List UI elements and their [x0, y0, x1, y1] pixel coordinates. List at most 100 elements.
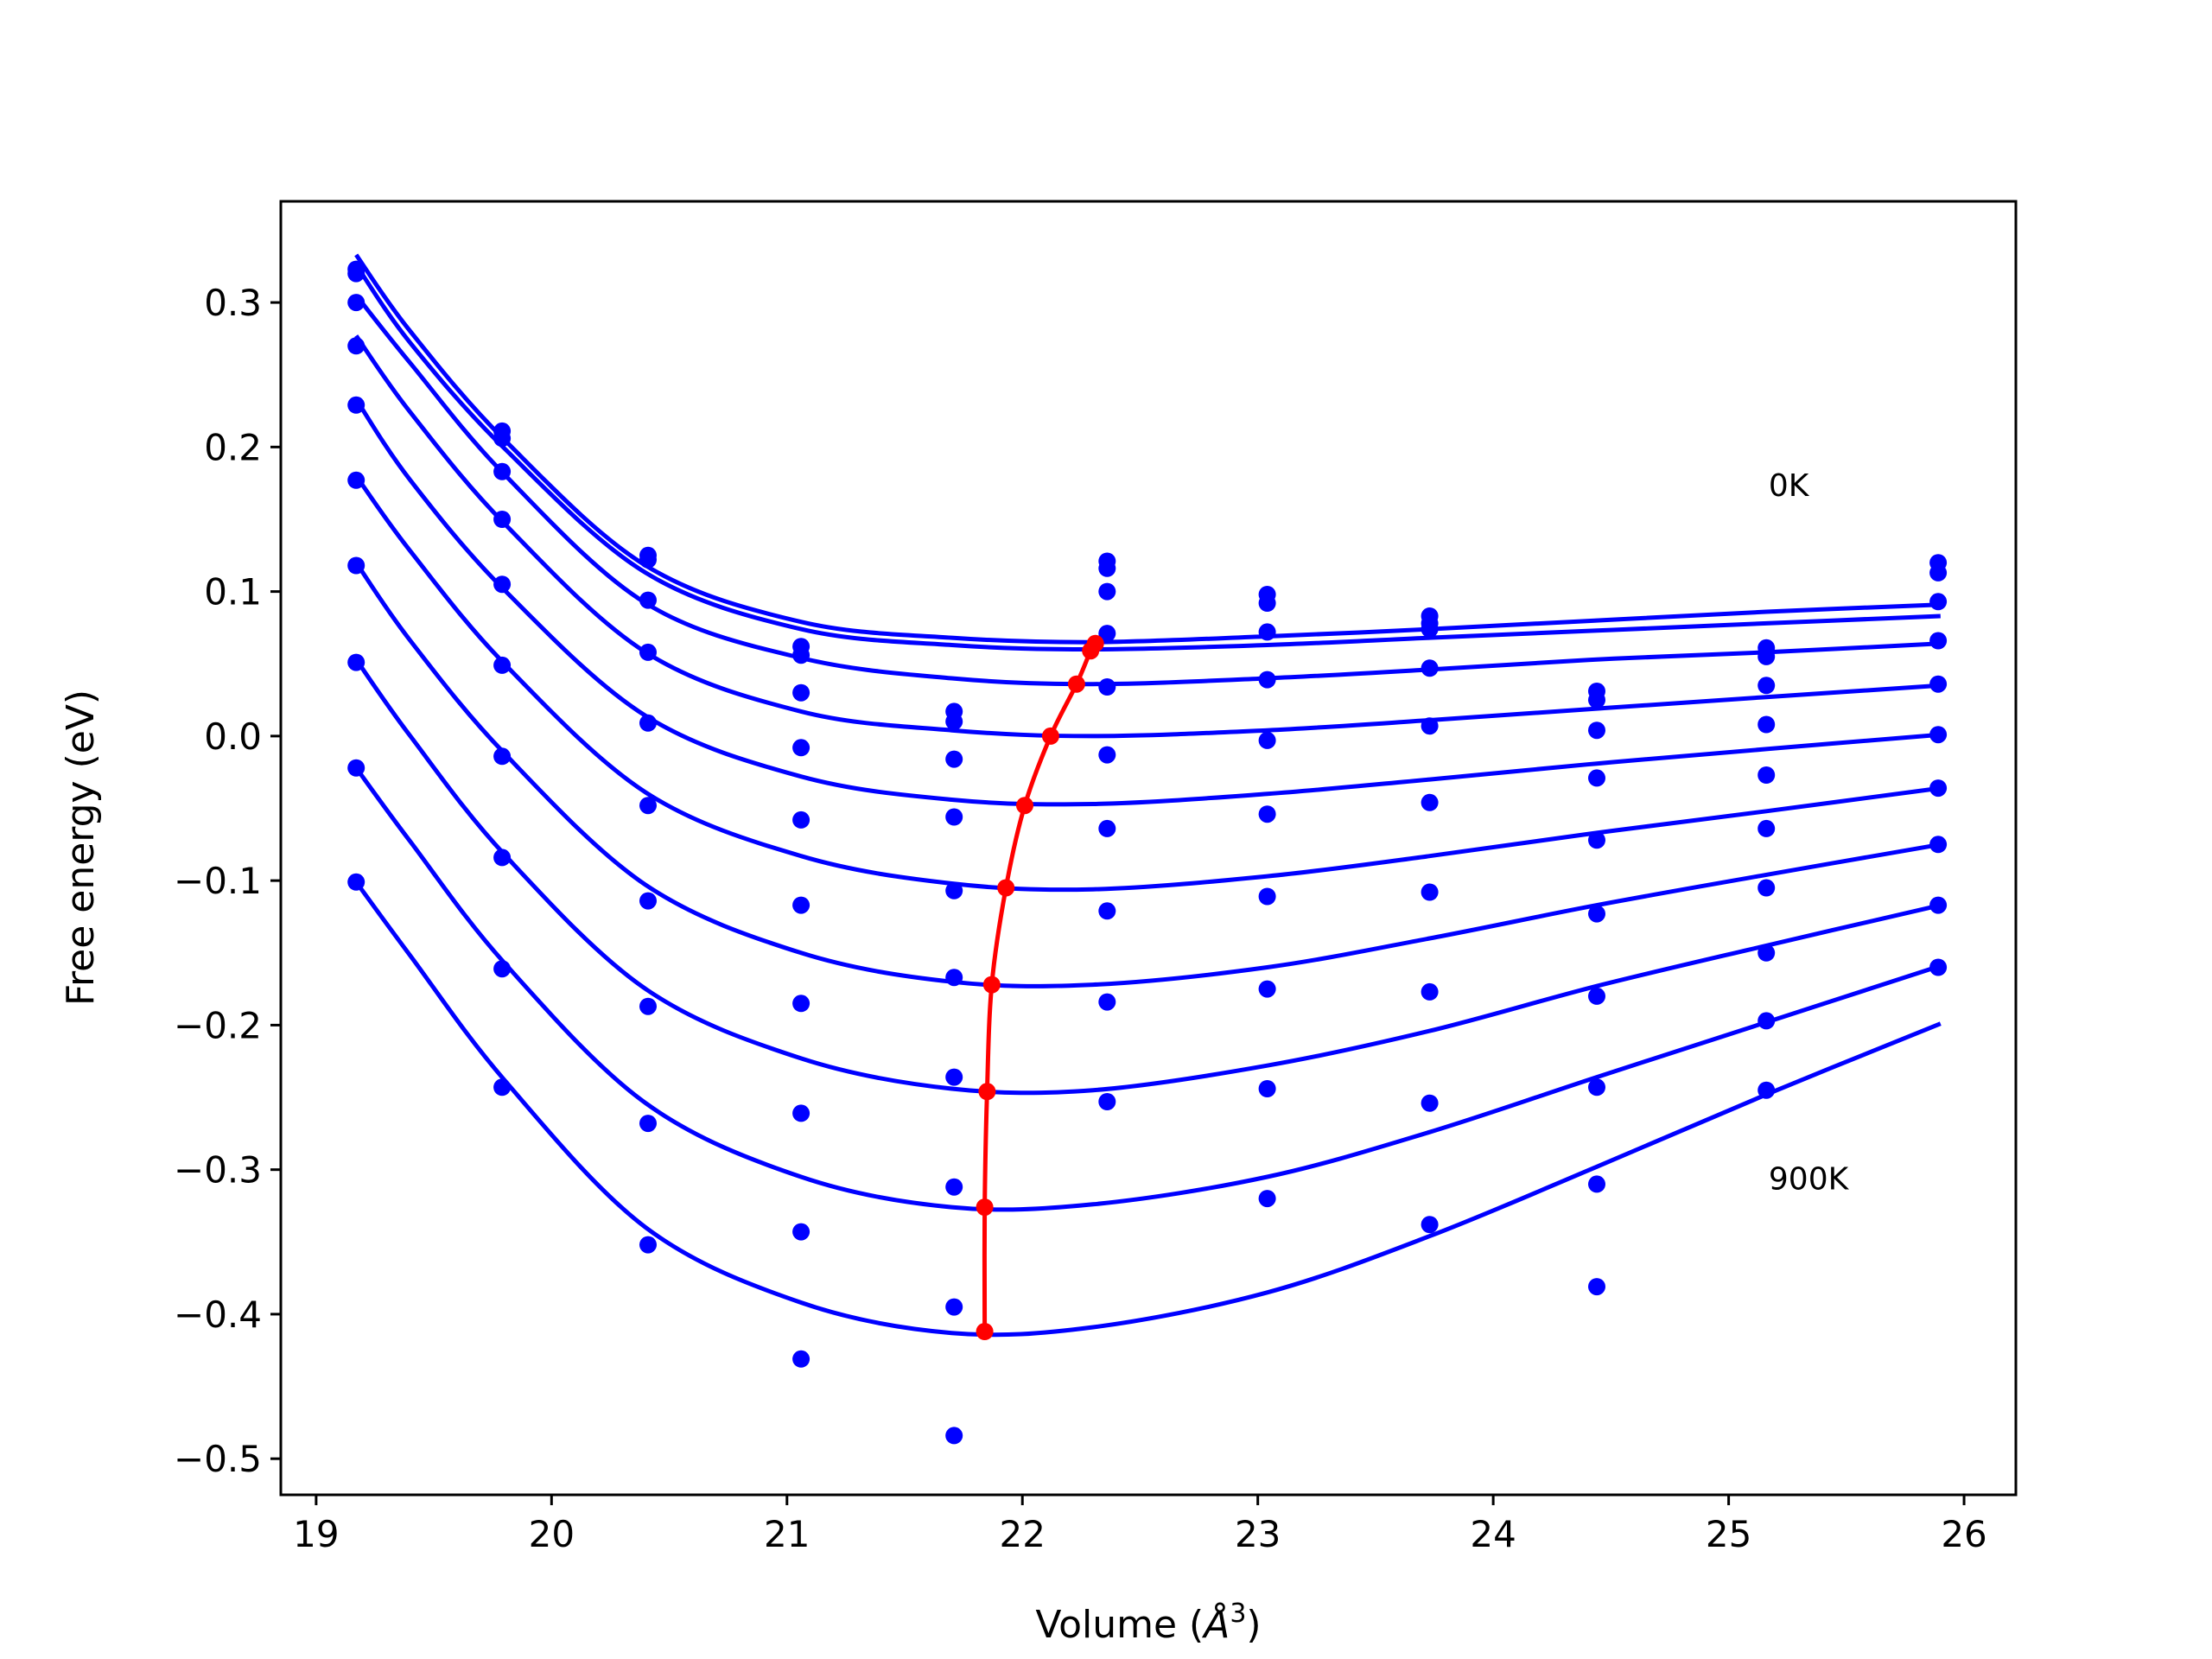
- data-point: [945, 713, 963, 731]
- data-point: [1098, 625, 1116, 643]
- minima-point: [1067, 675, 1085, 693]
- data-point: [1758, 1012, 1776, 1030]
- data-point: [945, 969, 963, 987]
- data-point: [639, 550, 657, 569]
- data-point: [945, 1427, 963, 1445]
- data-point: [1421, 1216, 1439, 1234]
- y-tick-label: −0.2: [174, 1004, 262, 1046]
- y-axis-label: Free energy (eV): [59, 690, 103, 1006]
- y-tick-label: −0.3: [174, 1149, 262, 1192]
- data-point: [493, 747, 512, 766]
- plot-content: [347, 253, 1948, 1445]
- x-axis-label: Volume (Å3): [1035, 1599, 1261, 1647]
- data-point: [792, 995, 810, 1013]
- y-axis: −0.5 −0.4 −0.3 −0.2 −0.1 0.0 0.1 0.2 0.3: [174, 282, 281, 1480]
- data-point: [1758, 647, 1776, 665]
- temperature-annotation: 0K: [1769, 468, 1810, 504]
- x-tick-label: 25: [1706, 1513, 1751, 1555]
- minima-point: [1082, 642, 1100, 660]
- data-point: [1758, 879, 1776, 897]
- data-point: [1098, 1093, 1116, 1110]
- data-point: [1929, 632, 1948, 650]
- data-point: [493, 656, 512, 674]
- y-tick-label: −0.4: [174, 1294, 262, 1336]
- minima-point: [978, 1083, 996, 1101]
- data-point: [1588, 905, 1605, 923]
- data-point: [1258, 671, 1276, 689]
- x-tick-label: 24: [1470, 1513, 1516, 1555]
- data-point: [1929, 836, 1948, 854]
- data-point: [1098, 559, 1116, 577]
- data-point: [493, 429, 512, 448]
- data-point: [347, 653, 365, 671]
- data-point: [1421, 982, 1439, 1001]
- data-point: [1588, 1278, 1605, 1296]
- data-point: [945, 1298, 963, 1316]
- data-point: [1758, 715, 1776, 734]
- data-point: [347, 471, 365, 489]
- data-point: [1588, 1078, 1605, 1096]
- x-tick-label: 22: [1000, 1513, 1046, 1555]
- data-point: [639, 1236, 657, 1254]
- data-point: [347, 264, 365, 283]
- data-point: [1421, 883, 1439, 901]
- data-point: [945, 1068, 963, 1086]
- data-point: [639, 797, 657, 815]
- data-point: [1098, 819, 1116, 837]
- y-tick-label: −0.5: [174, 1438, 262, 1480]
- y-tick-label: −0.1: [174, 860, 262, 902]
- data-point: [493, 575, 512, 594]
- minima-point: [997, 879, 1015, 897]
- x-tick-label: 21: [764, 1513, 810, 1555]
- data-point: [1758, 766, 1776, 784]
- data-point: [1588, 769, 1605, 787]
- data-point: [1421, 620, 1439, 639]
- y-tick-label: 0.3: [204, 282, 262, 324]
- data-point: [1929, 563, 1948, 582]
- data-point: [792, 683, 810, 702]
- y-tick-label: 0.0: [204, 715, 262, 758]
- data-point: [1929, 896, 1948, 914]
- data-point: [1929, 958, 1948, 976]
- data-point: [1098, 582, 1116, 601]
- x-tick-label: 19: [293, 1513, 339, 1555]
- data-point: [1758, 677, 1776, 695]
- data-point: [1421, 793, 1439, 811]
- data-point: [639, 591, 657, 609]
- data-point: [493, 849, 512, 867]
- data-point: [493, 462, 512, 480]
- minima-point: [1016, 797, 1033, 815]
- annotations: 0K 900K: [1769, 468, 1850, 1198]
- fit-curve-1: [354, 264, 1941, 652]
- data-point: [639, 714, 657, 732]
- data-point: [1588, 987, 1605, 1005]
- data-point: [1258, 805, 1276, 823]
- data-point: [1929, 675, 1948, 693]
- data-point: [1421, 1094, 1439, 1112]
- data-point: [493, 960, 512, 978]
- data-point: [1258, 594, 1276, 612]
- data-point: [1258, 980, 1276, 998]
- data-point: [1588, 1175, 1605, 1193]
- x-tick-label: 26: [1941, 1513, 1986, 1555]
- data-point: [1098, 902, 1116, 920]
- data-point: [792, 1104, 810, 1122]
- x-tick-label: 23: [1235, 1513, 1281, 1555]
- data-point: [1588, 721, 1605, 740]
- data-point: [639, 643, 657, 661]
- y-tick-label: 0.1: [204, 571, 262, 613]
- data-point: [347, 294, 365, 312]
- minima-point: [982, 976, 1001, 994]
- data-point: [792, 646, 810, 664]
- data-point: [1929, 593, 1948, 611]
- data-point: [792, 739, 810, 757]
- minima-point: [976, 1198, 994, 1217]
- data-point: [347, 337, 365, 355]
- data-point: [1421, 659, 1439, 677]
- data-point: [347, 759, 365, 777]
- data-point: [347, 873, 365, 891]
- data-point: [945, 881, 963, 899]
- x-tick-label: 20: [529, 1513, 575, 1555]
- data-point: [639, 892, 657, 910]
